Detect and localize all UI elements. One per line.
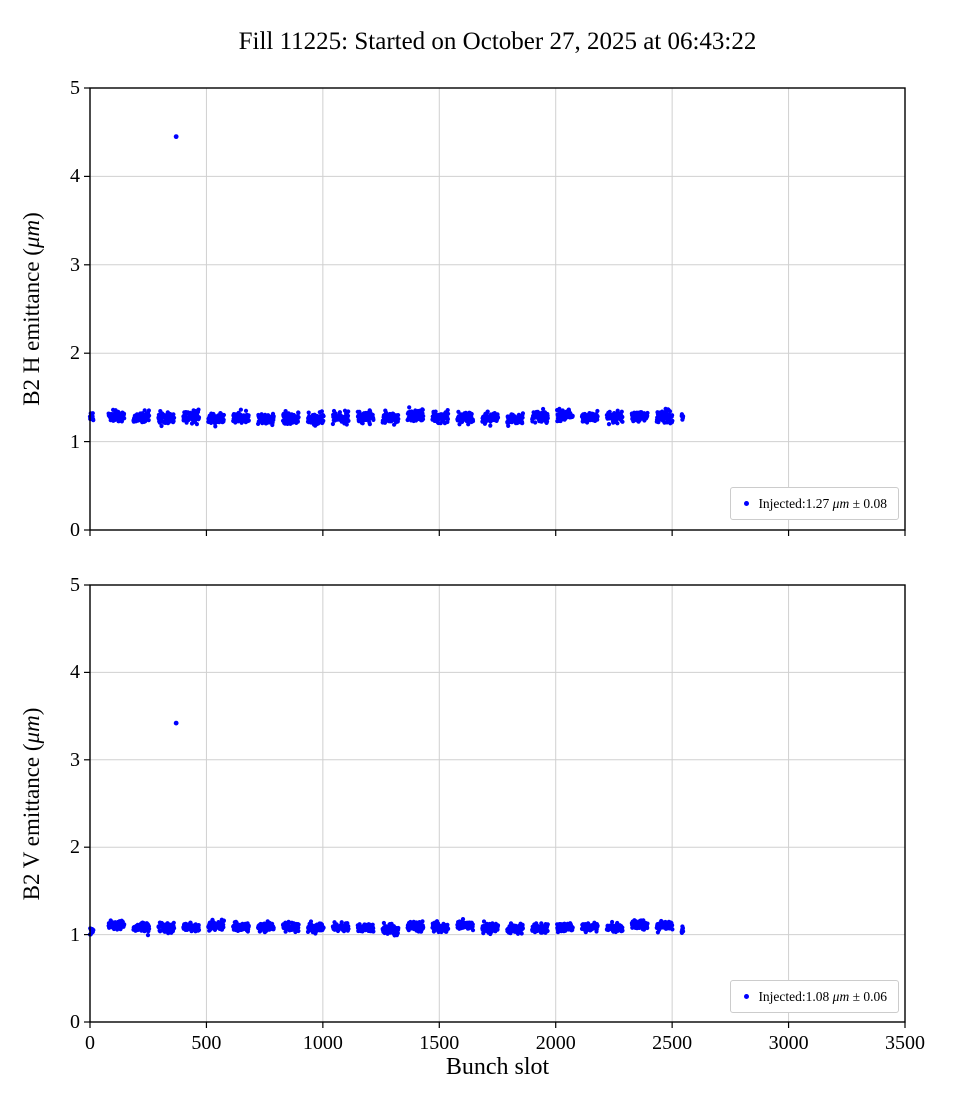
ylabel-b2h: B2 H emittance (μm) — [19, 212, 45, 406]
x-tick-label: 2000 — [535, 1032, 576, 1054]
axes-frame — [89, 87, 906, 531]
x-tick-label: 3000 — [768, 1032, 809, 1054]
b2v-data-points — [87, 720, 686, 938]
legend-b2h: Injected:1.27 μm ± 0.08 — [730, 487, 899, 520]
legend-b2h-label: Injected:1.27 μm ± 0.08 — [758, 496, 887, 511]
x-tick-label: 2500 — [652, 1032, 693, 1054]
ylabel-b2h-math: μm — [19, 219, 44, 249]
y-tick-label: 5 — [70, 77, 80, 99]
y-tick-label: 1 — [70, 430, 80, 453]
b2h-data-points — [87, 134, 686, 429]
xlabel: Bunch slot — [445, 1054, 550, 1080]
gridlines — [89, 584, 906, 1023]
y-tick-label: 3 — [70, 748, 80, 771]
figure-title: Fill 11225: Started on October 27, 2025 … — [238, 28, 757, 55]
legend-marker-icon — [744, 994, 750, 999]
x-tick-label: 500 — [191, 1032, 222, 1054]
x-tick-label: 1000 — [302, 1032, 343, 1054]
y-tick-label: 4 — [70, 165, 80, 188]
tick-marks — [84, 87, 906, 536]
ylabel-b2v: B2 V emittance (μm) — [19, 708, 45, 901]
x-tick-label: 1500 — [419, 1032, 460, 1054]
legend-b2v: Injected:1.08 μm ± 0.06 — [730, 980, 899, 1013]
x-tick-label: 3500 — [885, 1032, 925, 1054]
x-tick-label: 0 — [85, 1032, 95, 1054]
y-tick-label: 4 — [70, 661, 80, 684]
legend-b2v-label: Injected:1.08 μm ± 0.06 — [758, 989, 887, 1004]
axes-frame — [89, 584, 906, 1023]
y-tick-label: 1 — [70, 923, 80, 946]
y-tick-label: 3 — [70, 253, 80, 276]
ylabel-b2v-suffix: ) — [19, 707, 44, 716]
ylabel-b2h-suffix: ) — [19, 212, 44, 220]
tick-marks — [84, 584, 906, 1028]
y-tick-label: 5 — [70, 574, 80, 596]
y-tick-label: 0 — [70, 1011, 80, 1033]
gridlines — [89, 87, 906, 531]
y-tick-label: 0 — [70, 519, 80, 541]
y-tick-label: 2 — [70, 342, 80, 365]
legend-marker-icon — [744, 501, 750, 506]
y-tick-label: 2 — [70, 836, 80, 859]
ylabel-b2v-math: μm — [19, 715, 44, 744]
